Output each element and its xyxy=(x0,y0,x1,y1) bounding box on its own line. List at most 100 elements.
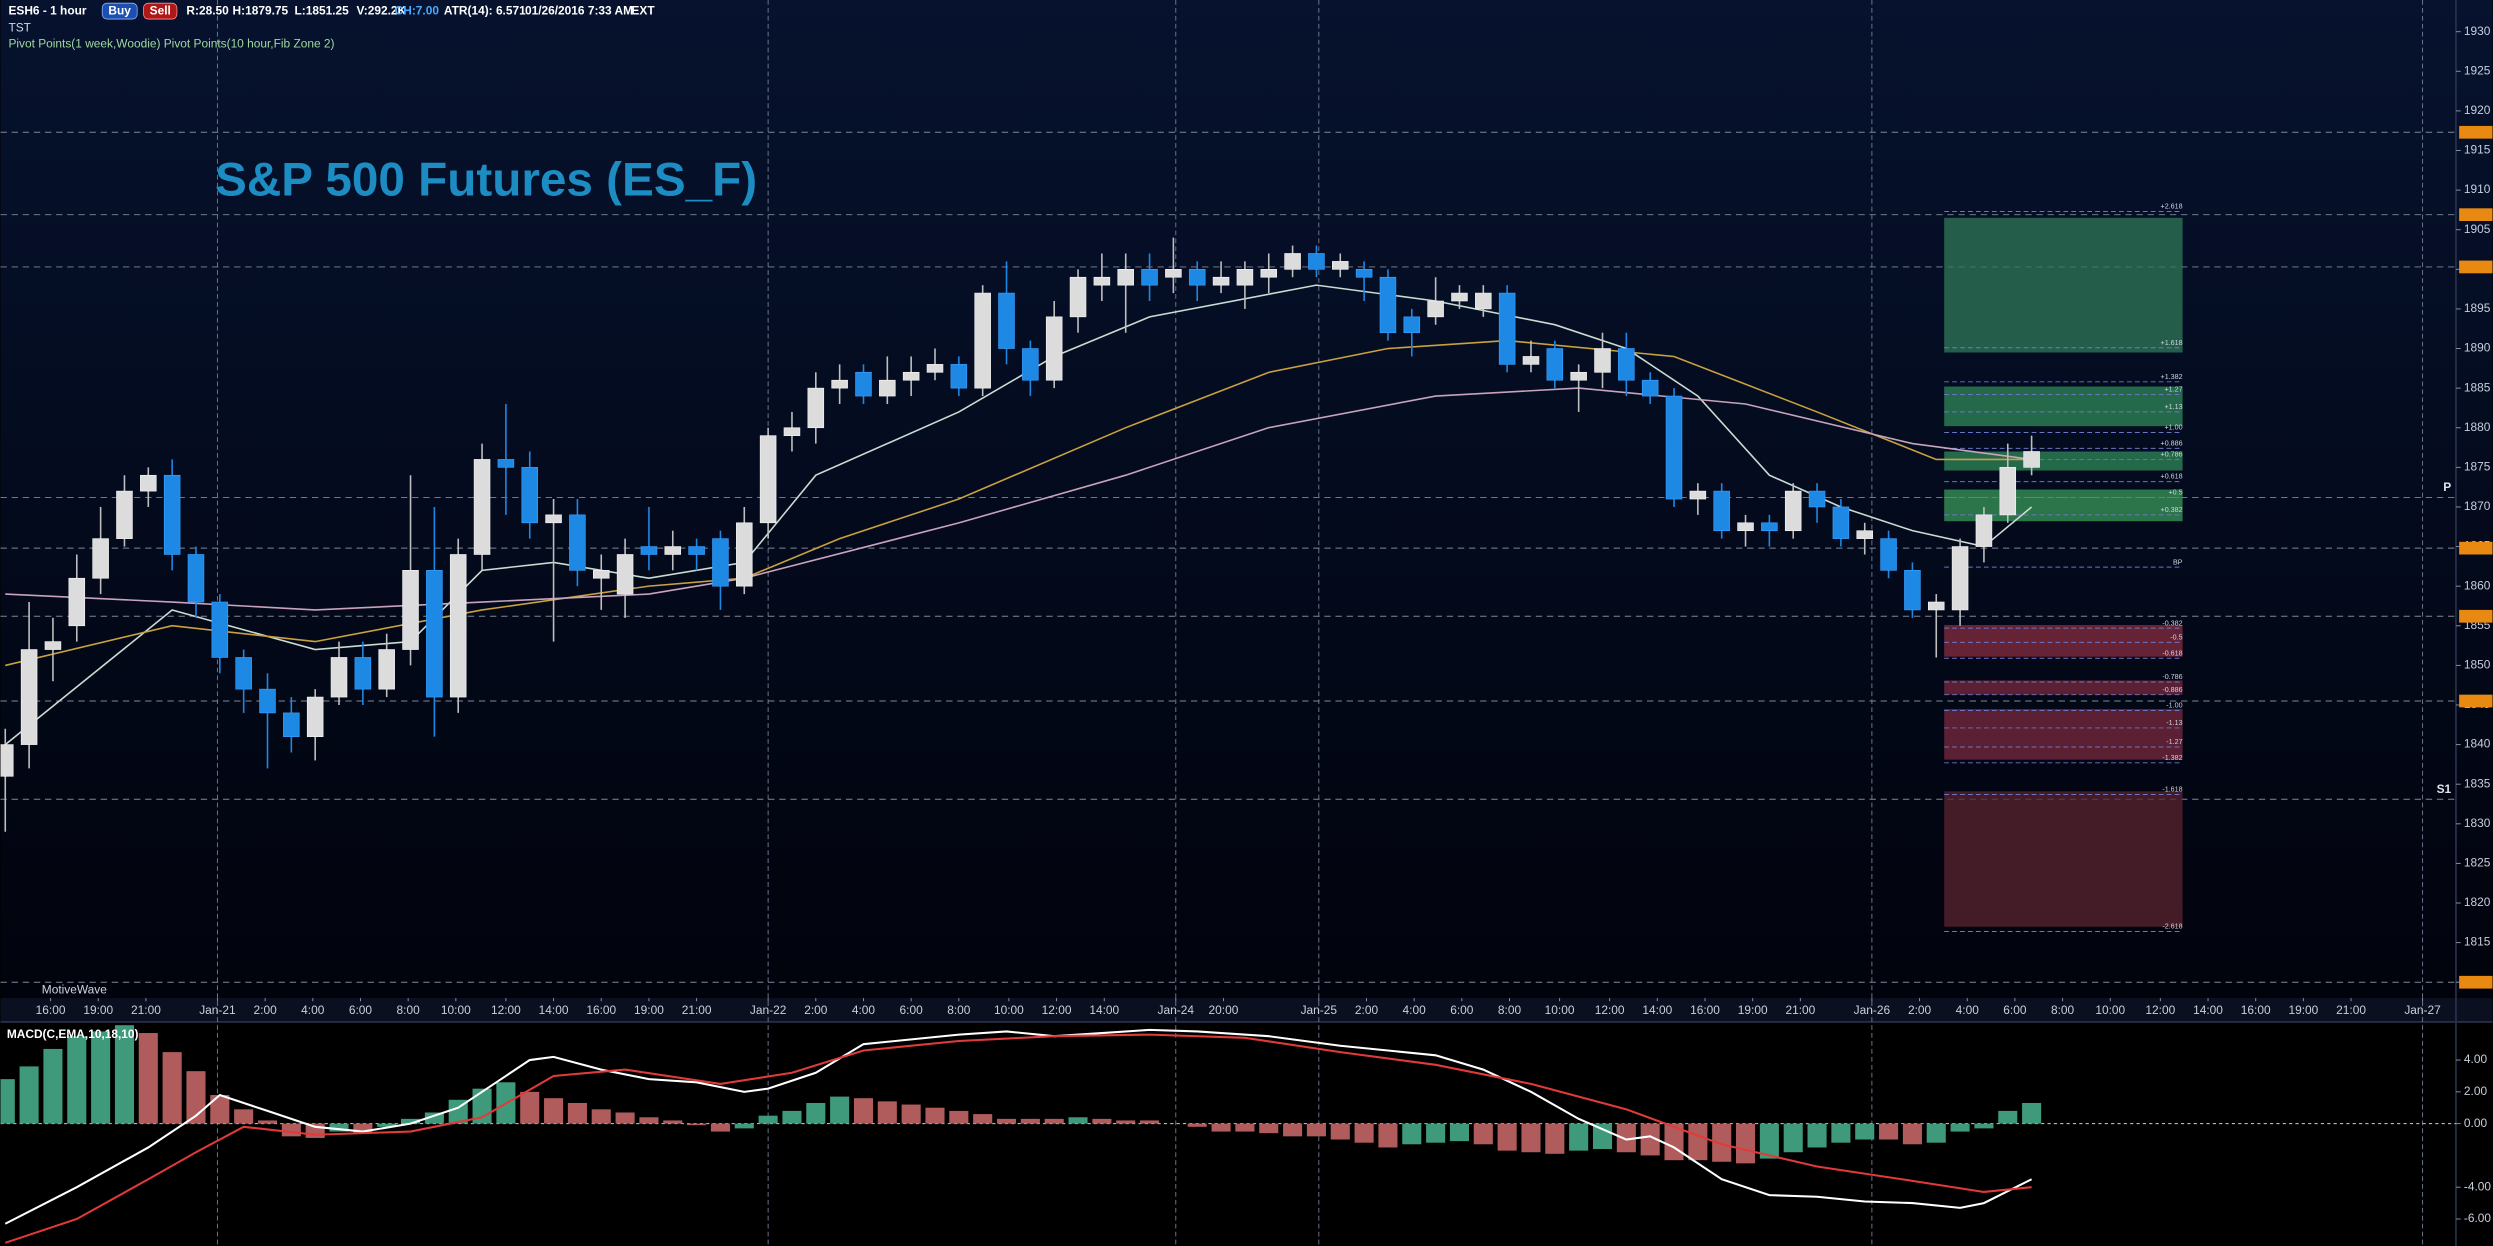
histogram-bar xyxy=(401,1118,421,1124)
candle-body xyxy=(163,474,181,555)
y-tick-label: 1850 xyxy=(2464,658,2491,672)
x-tick-label: 4:00 xyxy=(301,1003,325,1017)
histogram-bar xyxy=(1473,1123,1493,1145)
histogram-bar xyxy=(353,1123,373,1134)
candle-body xyxy=(1475,292,1492,310)
histogram-bar xyxy=(1950,1123,1970,1132)
pivot-tag xyxy=(2459,541,2493,555)
candle-body xyxy=(1689,490,1707,500)
symbol: ESH6 - 1 hour xyxy=(8,3,86,17)
candle-body xyxy=(92,538,109,579)
candle-body xyxy=(616,554,634,595)
sell-button[interactable] xyxy=(143,2,178,20)
fib-label: +0.886 xyxy=(2161,439,2183,447)
candle-body xyxy=(950,364,968,389)
histogram-bar xyxy=(1140,1120,1160,1124)
x-tick-label: 10:00 xyxy=(994,1003,1024,1017)
x-tick-label: 6:00 xyxy=(2003,1003,2027,1017)
macd-line xyxy=(4,1028,2033,1225)
histogram-bar xyxy=(281,1123,301,1137)
candle-body xyxy=(378,649,395,690)
buy-label[interactable]: Buy xyxy=(108,4,131,18)
x-tick-label: 8:00 xyxy=(947,1003,971,1017)
candle-body xyxy=(1022,348,1039,381)
fib-label: +1.618 xyxy=(2161,339,2183,347)
x-tick-label: 8:00 xyxy=(397,1003,421,1017)
sell-label[interactable]: Sell xyxy=(150,4,171,18)
y-tick-label: 1905 xyxy=(2464,222,2491,236)
candle-body xyxy=(235,657,252,690)
candle-body xyxy=(998,292,1015,349)
histogram-bar xyxy=(114,1025,134,1124)
x-tick-label: 10:00 xyxy=(2095,1003,2125,1017)
x-tick-label: 16:00 xyxy=(586,1003,616,1017)
candle-body xyxy=(1212,276,1230,286)
candle-body xyxy=(1141,269,1158,286)
histogram-bar xyxy=(520,1091,540,1124)
x-tick-label: 2:00 xyxy=(1355,1003,1379,1017)
histogram-bar xyxy=(1449,1123,1469,1142)
x-tick-label: 20:00 xyxy=(1209,1003,1239,1017)
fib-label: +0.5 xyxy=(2168,489,2182,497)
candle-body xyxy=(426,570,443,698)
histogram-bar xyxy=(1569,1123,1589,1151)
pivot-tag xyxy=(2459,125,2493,139)
histogram-bar xyxy=(1497,1123,1517,1151)
fib-label: -0.618 xyxy=(2162,649,2182,657)
histogram-bar xyxy=(1092,1118,1112,1124)
session: EXT xyxy=(631,3,655,17)
x-tick-label: 10:00 xyxy=(1545,1003,1575,1017)
candle-body xyxy=(140,474,157,492)
change: CH:7.00 xyxy=(395,3,440,17)
y-tick-label: 0.00 xyxy=(2464,1116,2488,1130)
pivot-tag xyxy=(2459,609,2493,623)
candle-body xyxy=(1427,300,1444,318)
y-tick-label: -6.00 xyxy=(2464,1211,2492,1225)
fib-label: -0.5 xyxy=(2170,634,2182,642)
histogram-bar xyxy=(1759,1123,1779,1159)
time-axis xyxy=(0,998,2493,1022)
x-tick-label: Jan-26 xyxy=(1854,1003,1891,1017)
pivot-tag xyxy=(2459,975,2493,989)
fib-label: +0.786 xyxy=(2161,451,2183,459)
candle-body xyxy=(20,649,38,745)
candle-body xyxy=(306,696,324,737)
histogram-bar xyxy=(1688,1123,1708,1161)
chart-title: S&P 500 Futures (ES_F) xyxy=(215,153,757,206)
x-tick-label: 4:00 xyxy=(1956,1003,1980,1017)
x-tick-label: 12:00 xyxy=(2145,1003,2175,1017)
x-tick-label: 21:00 xyxy=(131,1003,161,1017)
fib-label: -0.886 xyxy=(2162,686,2182,694)
pivot-tag xyxy=(2459,208,2493,222)
histogram-bar xyxy=(1378,1123,1398,1148)
x-tick-label: 16:00 xyxy=(2241,1003,2271,1017)
histogram-bar xyxy=(1235,1123,1255,1132)
candle-body xyxy=(1284,253,1301,270)
high: H:1879.75 xyxy=(233,3,289,17)
histogram-bar xyxy=(2022,1102,2042,1124)
buy-button[interactable] xyxy=(101,2,138,20)
x-tick-label: 2:00 xyxy=(254,1003,278,1017)
pivot-tag xyxy=(2459,694,2493,708)
fib-zone xyxy=(1944,791,2183,927)
y-tick-label: 1840 xyxy=(2464,737,2491,751)
histogram-bar xyxy=(758,1115,778,1124)
histogram-bar xyxy=(329,1123,349,1132)
macd-title: MACD(C,EMA,10,18,10) xyxy=(7,1027,139,1041)
x-tick-label: 2:00 xyxy=(804,1003,828,1017)
fib-zone xyxy=(1944,680,2183,695)
histogram-bar xyxy=(257,1120,278,1124)
histogram-bar xyxy=(710,1123,730,1132)
histogram-bar xyxy=(162,1052,182,1124)
candle-body xyxy=(879,379,896,397)
histogram-bar xyxy=(782,1110,802,1124)
candle-body xyxy=(521,467,538,524)
candle-body xyxy=(831,379,848,389)
x-tick-label: Jan-22 xyxy=(750,1003,787,1017)
histogram-bar xyxy=(1998,1110,2018,1124)
candle-body xyxy=(1594,348,1611,373)
fib-label: -1.618 xyxy=(2162,786,2182,794)
histogram-bar xyxy=(1807,1123,1827,1148)
candle-body xyxy=(1308,253,1325,270)
